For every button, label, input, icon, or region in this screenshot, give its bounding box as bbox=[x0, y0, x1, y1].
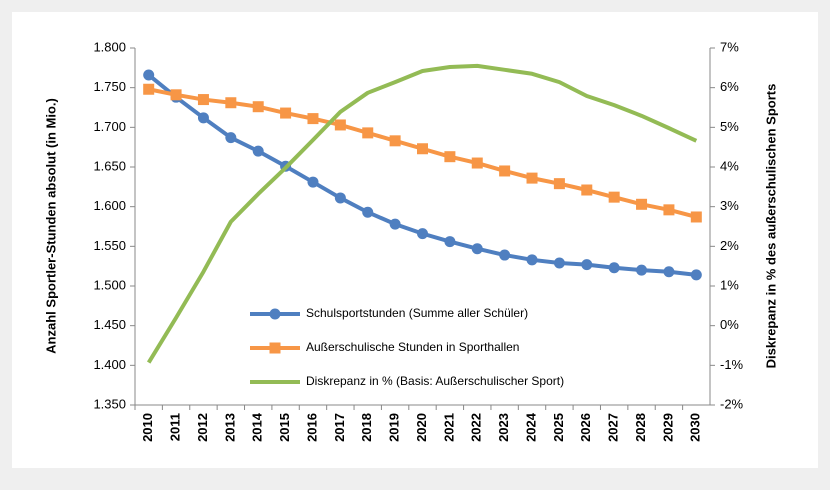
marker bbox=[417, 228, 428, 240]
y-tick-label: 1.500 bbox=[93, 277, 126, 292]
marker bbox=[143, 83, 155, 95]
y2-tick-label: 6% bbox=[720, 79, 739, 94]
marker bbox=[526, 254, 538, 266]
y2-tick-label: -2% bbox=[720, 396, 744, 411]
y-tick-label: 1.650 bbox=[93, 158, 126, 173]
y-axis-label: Anzahl Sportler-Stunden absolut (in Mio.… bbox=[43, 98, 58, 354]
y-tick-label: 1.750 bbox=[93, 79, 126, 94]
marker bbox=[269, 342, 281, 354]
y-tick-label: 1.350 bbox=[93, 396, 126, 411]
marker bbox=[581, 184, 593, 196]
x-tick-label: 2011 bbox=[168, 413, 183, 441]
legend-label: Außerschulische Stunden in Sporthallen bbox=[306, 340, 519, 354]
marker bbox=[389, 218, 401, 230]
x-tick-label: 2026 bbox=[578, 413, 593, 442]
y2-axis-label: Diskrepanz in % des außerschulischen Spo… bbox=[763, 84, 778, 369]
marker bbox=[581, 259, 593, 271]
y-tick-label: 1.600 bbox=[93, 198, 126, 213]
marker bbox=[252, 145, 264, 157]
marker bbox=[307, 176, 319, 188]
legend-box bbox=[240, 296, 620, 398]
y2-tick-label: -1% bbox=[720, 357, 744, 372]
x-tick-label: 2029 bbox=[660, 413, 675, 442]
y-tick-label: 1.800 bbox=[93, 39, 126, 54]
marker bbox=[225, 132, 237, 144]
x-tick-label: 2018 bbox=[359, 413, 374, 442]
x-tick-label: 2017 bbox=[332, 413, 347, 442]
x-tick-label: 2019 bbox=[387, 413, 402, 442]
marker bbox=[663, 266, 675, 278]
marker bbox=[471, 157, 483, 169]
panel bbox=[12, 12, 818, 468]
y2-tick-label: 3% bbox=[720, 198, 739, 213]
x-tick-label: 2010 bbox=[140, 413, 155, 442]
x-tick-label: 2024 bbox=[523, 412, 538, 442]
x-tick-label: 2014 bbox=[250, 412, 265, 442]
x-tick-label: 2023 bbox=[496, 413, 511, 442]
x-tick-label: 2025 bbox=[551, 413, 566, 442]
marker bbox=[307, 113, 319, 125]
marker bbox=[608, 262, 620, 274]
legend-label: Schulsportstunden (Summe aller Schüler) bbox=[306, 306, 528, 320]
marker bbox=[690, 269, 702, 281]
y2-tick-label: 5% bbox=[720, 119, 739, 134]
x-tick-label: 2015 bbox=[277, 413, 292, 442]
marker bbox=[170, 89, 182, 101]
x-tick-label: 2022 bbox=[469, 413, 484, 442]
y2-tick-label: 7% bbox=[720, 39, 739, 54]
marker bbox=[197, 94, 209, 106]
marker bbox=[362, 127, 374, 139]
marker bbox=[225, 97, 237, 109]
y-tick-label: 1.400 bbox=[93, 357, 126, 372]
marker bbox=[553, 178, 565, 190]
x-tick-label: 2013 bbox=[222, 413, 237, 442]
y2-tick-label: 4% bbox=[720, 158, 739, 173]
y2-tick-label: 0% bbox=[720, 317, 739, 332]
marker bbox=[636, 198, 648, 210]
marker bbox=[334, 192, 346, 204]
x-tick-label: 2028 bbox=[633, 413, 648, 442]
x-tick-label: 2020 bbox=[414, 413, 429, 442]
x-tick-label: 2021 bbox=[441, 413, 456, 442]
marker bbox=[499, 165, 511, 177]
marker bbox=[553, 257, 565, 269]
marker bbox=[663, 204, 675, 216]
marker bbox=[417, 143, 428, 155]
marker bbox=[143, 69, 155, 81]
marker bbox=[608, 191, 620, 203]
x-tick-label: 2027 bbox=[606, 413, 621, 442]
marker bbox=[690, 211, 702, 223]
marker bbox=[444, 236, 456, 248]
y-tick-label: 1.450 bbox=[93, 317, 126, 332]
marker bbox=[636, 264, 648, 276]
marker bbox=[362, 206, 374, 218]
series-line bbox=[146, 63, 698, 364]
y-tick-label: 1.550 bbox=[93, 238, 126, 253]
marker bbox=[389, 135, 401, 147]
marker bbox=[269, 308, 281, 320]
legend-label: Diskrepanz in % (Basis: Außerschulischer… bbox=[306, 374, 564, 388]
marker bbox=[252, 101, 264, 113]
y-tick-label: 1.700 bbox=[93, 119, 126, 134]
x-tick-label: 2016 bbox=[304, 413, 319, 442]
y2-tick-label: 2% bbox=[720, 238, 739, 253]
y2-tick-label: 1% bbox=[720, 277, 739, 292]
marker bbox=[471, 243, 483, 255]
marker bbox=[197, 112, 209, 124]
marker bbox=[444, 151, 456, 163]
marker bbox=[280, 107, 292, 119]
x-tick-label: 2012 bbox=[195, 413, 210, 442]
x-tick-label: 2030 bbox=[688, 413, 703, 442]
marker bbox=[526, 172, 538, 184]
marker bbox=[334, 119, 346, 131]
marker bbox=[499, 249, 511, 261]
